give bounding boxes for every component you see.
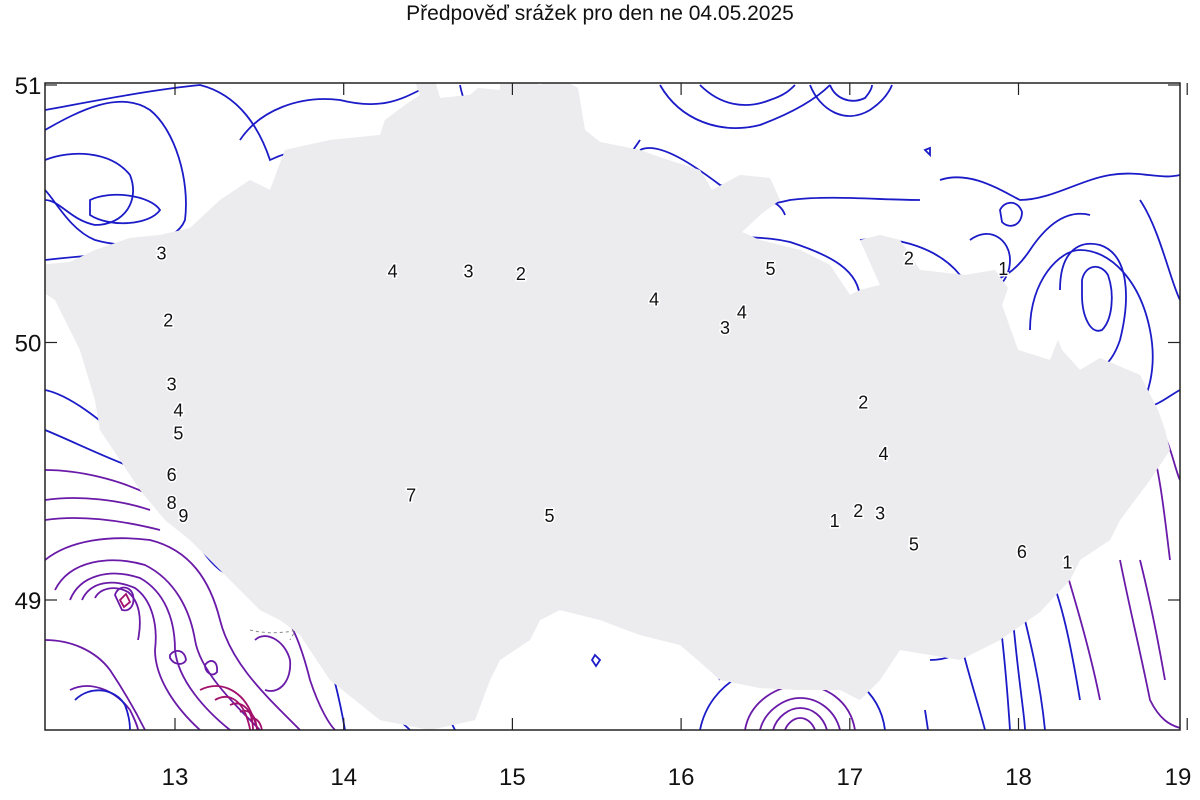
contour-line (1139, 199, 1180, 301)
contour-label: 7 (406, 485, 416, 505)
contour-label: 4 (879, 444, 889, 464)
contour-label: 5 (766, 259, 776, 279)
contour-label: 3 (464, 261, 474, 281)
country-border (45, 83, 1172, 730)
contour-label: 2 (163, 310, 173, 330)
contour-label: 2 (853, 501, 863, 521)
x-tick-label: 13 (162, 764, 189, 791)
contour-label: 4 (737, 303, 747, 323)
contour-label: 5 (909, 534, 919, 554)
contour-line (45, 497, 151, 511)
x-tick-label: 18 (1005, 764, 1032, 791)
contour-line (254, 635, 292, 692)
x-tick-label: 17 (836, 764, 863, 791)
contour-line (1081, 266, 1113, 332)
x-tick-label: 15 (499, 764, 526, 791)
y-tick-label: 50 (15, 331, 42, 358)
contour-label: 2 (516, 264, 526, 284)
map-frame (44, 82, 1181, 731)
contour-line (772, 707, 828, 730)
contour-line (45, 469, 151, 496)
contour-line (74, 689, 131, 730)
contour-line (118, 592, 132, 609)
y-axis-labels: 49 50 51 (15, 73, 42, 615)
contour-line (45, 517, 161, 531)
contour-line (659, 84, 831, 129)
contour-line (69, 685, 139, 730)
contour-line (114, 586, 135, 612)
contour-label: 4 (173, 400, 183, 420)
contour-label: 9 (178, 506, 188, 526)
contour-label: 1 (1062, 552, 1072, 572)
contour-line (923, 146, 931, 158)
contour-label: 8 (167, 493, 177, 513)
contour-line (89, 193, 162, 225)
contour-line (45, 100, 187, 246)
contour-label: 1 (998, 259, 1008, 279)
contour-line (699, 84, 796, 106)
contour-line (999, 201, 1023, 227)
contour-line (829, 84, 873, 102)
y-tick-label: 49 (15, 588, 42, 615)
contour-label: 1 (830, 511, 840, 531)
contour-line (239, 89, 421, 141)
contour-line (229, 702, 254, 730)
contour-line (81, 581, 201, 730)
contour-label: 6 (1017, 542, 1027, 562)
contour-line (69, 572, 231, 730)
contour-label: 5 (545, 506, 555, 526)
contour-line (169, 649, 187, 665)
contour-label: 3 (720, 318, 730, 338)
x-tick-label: 16 (668, 764, 695, 791)
contour-line (759, 697, 841, 730)
contour-line (94, 587, 141, 641)
map-title: Předpověď srážek pro den ne 04.05.2025 (406, 2, 794, 25)
contour-line (1119, 559, 1180, 729)
contour-line (45, 537, 301, 730)
contour-label: 2 (858, 393, 868, 413)
x-axis-labels: 13 14 15 16 17 18 19 (162, 764, 1192, 791)
contour-label: 6 (167, 465, 177, 485)
contour-line (809, 84, 893, 117)
tick-marks (45, 83, 1188, 730)
contour-label: 5 (173, 424, 183, 444)
x-tick-label: 19 (1165, 764, 1192, 791)
contour-label: 4 (649, 290, 659, 310)
contour-line (939, 172, 1180, 201)
contour-line (1059, 243, 1127, 375)
contour-line (214, 695, 251, 730)
contour-label: 4 (388, 261, 398, 281)
contour-line (784, 717, 816, 730)
contour-line (249, 717, 263, 730)
contour-label: 3 (156, 243, 166, 263)
contour-line (45, 639, 146, 730)
contour-label: 2 (904, 249, 914, 269)
contour-line (204, 660, 218, 676)
y-tick-label: 51 (15, 73, 42, 100)
contour-label: 3 (167, 375, 177, 395)
contour-line (924, 709, 929, 730)
contour-line (45, 152, 134, 226)
contour-label: 3 (875, 503, 885, 523)
contour-line (1139, 559, 1166, 681)
contour-line (590, 653, 602, 668)
x-tick-label: 14 (330, 764, 357, 791)
